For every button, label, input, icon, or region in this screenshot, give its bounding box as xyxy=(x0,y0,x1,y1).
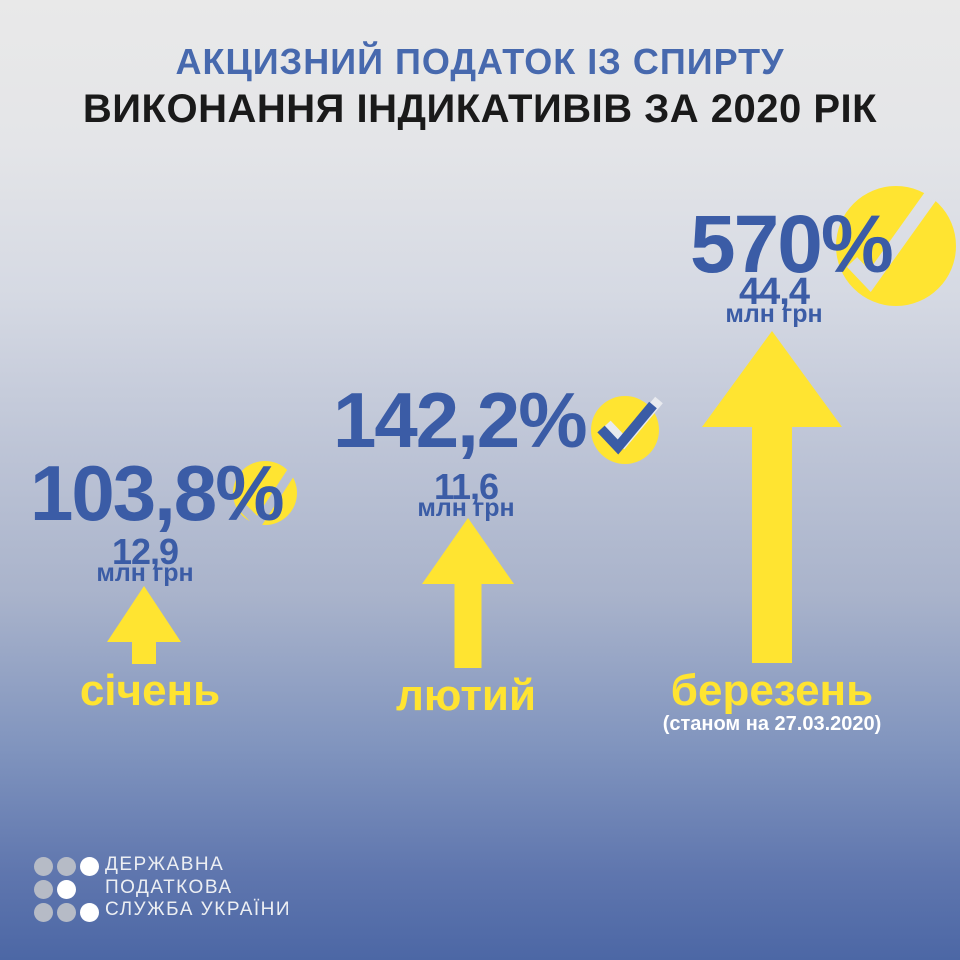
unit-january: млн грн xyxy=(96,559,194,587)
logo-dot xyxy=(57,903,76,922)
logo-line-1: ДЕРЖАВНА xyxy=(105,854,225,875)
page-title: АКЦИЗНИЙ ПОДАТОК ІЗ СПИРТУ xyxy=(175,41,785,82)
unit-march: млн грн xyxy=(725,300,823,328)
percent-march: 570% xyxy=(690,199,894,290)
logo-dot xyxy=(80,903,99,922)
arrow-up-icon-february xyxy=(422,518,514,668)
logo-line-2: ПОДАТКОВА xyxy=(105,876,233,898)
logo-dot xyxy=(57,880,76,899)
logo-line-3: СЛУЖБА УКРАЇНИ xyxy=(105,899,292,920)
label-february: лютий xyxy=(395,671,537,720)
logo-dot xyxy=(80,857,99,876)
logo-dot xyxy=(34,903,53,922)
unit-february: млн грн xyxy=(417,494,515,522)
date-note: (станом на 27.03.2020) xyxy=(662,713,882,735)
page-subtitle: ВИКОНАННЯ ІНДИКАТИВІВ ЗА 2020 РІК xyxy=(82,87,878,131)
value-january: 12,9 xyxy=(111,531,179,572)
check-circle-icon-february xyxy=(591,396,663,464)
logo-dot xyxy=(34,857,53,876)
arrow-up-icon-january xyxy=(107,586,181,664)
label-january: січень xyxy=(79,666,221,715)
logo-dot xyxy=(34,880,53,899)
tax-service-logo-dots-icon xyxy=(34,857,99,922)
check-circle-icon-march xyxy=(836,186,956,306)
label-march: березень xyxy=(670,666,874,715)
logo-dot xyxy=(57,857,76,876)
value-february: 11,6 xyxy=(433,466,499,507)
tax-service-logo-text: ДЕРЖАВНА ПОДАТКОВА СЛУЖБА УКРАЇНИ xyxy=(105,854,291,922)
logo-dot-row xyxy=(34,857,99,876)
percent-january: 103,8% xyxy=(30,449,285,537)
check-circle-icon-january xyxy=(233,461,297,525)
arrow-up-icon-march xyxy=(702,331,842,663)
percent-february: 142,2% xyxy=(333,376,588,464)
value-march: 44,4 xyxy=(739,271,810,313)
logo-dot-row xyxy=(34,903,99,922)
logo-dot-row xyxy=(34,880,99,899)
